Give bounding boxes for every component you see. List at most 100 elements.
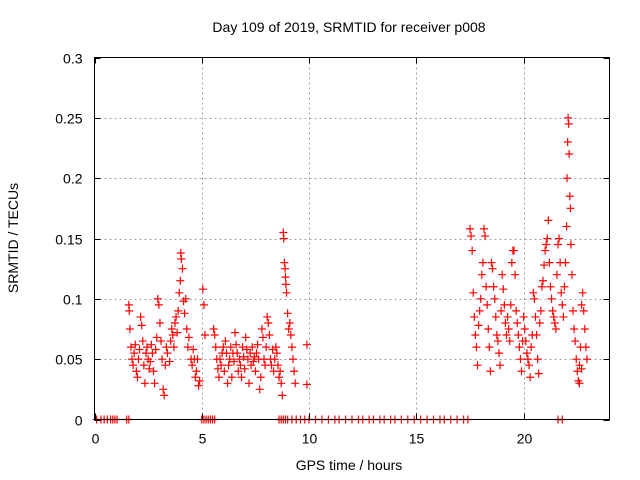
data-point [515,343,524,352]
data-point [285,318,294,327]
data-point [209,325,218,333]
x-tick-label: 10 [302,431,318,447]
chart-title: Day 109 of 2019, SRMTID for receiver p00… [212,19,485,35]
data-point [263,312,272,321]
data-point [191,373,200,382]
axis-ticks: 0 0.05 0.1 0.15 0.2 0.25 0.3 0 5 10 15 20 [55,51,610,447]
data-point [133,373,142,382]
data-point [578,288,587,297]
data-point [201,331,210,340]
data-point [287,343,296,352]
y-tick-label: 0.3 [63,51,83,67]
data-point [169,343,178,352]
data-point [248,343,257,352]
data-point [177,255,186,264]
data-point [178,264,187,273]
data-point [280,258,289,267]
y-tick-label: 0.1 [63,292,83,308]
x-axis-label: GPS time / hours [296,457,403,473]
data-point [162,343,171,352]
data-point [529,288,538,297]
data-point [523,355,532,364]
data-point [496,361,505,370]
data-point [174,306,183,315]
data-point [288,355,297,364]
data-point [136,312,145,321]
data-point [570,325,579,333]
data-point [183,343,192,352]
data-point [541,246,550,255]
data-point [503,312,512,321]
data-point [526,373,535,382]
data-point [132,367,141,376]
data-point [265,331,274,340]
x-tick-label: 0 [92,431,100,447]
x-tick-label: 5 [199,431,207,447]
data-point [189,345,198,354]
data-point [566,204,575,213]
data-point [502,331,511,340]
data-point [167,325,176,333]
data-point [566,240,575,249]
data-point [194,381,203,390]
data-point [559,312,568,321]
plot-frame [94,57,610,420]
data-point [545,258,554,267]
data-point [170,318,179,327]
data-point [243,355,252,364]
data-point [291,379,300,388]
data-point [160,391,169,400]
data-point [223,379,232,388]
data-point [581,343,590,352]
data-point [551,325,560,333]
data-point [139,361,148,370]
data-point [181,294,190,303]
data-point [547,294,556,303]
data-point [140,379,149,388]
data-point [575,379,584,388]
data-point [469,288,478,297]
data-point [279,234,288,243]
data-point [192,367,201,376]
data-point [281,273,290,282]
data-point [236,361,245,370]
data-point [270,355,279,364]
data-point [582,355,591,364]
data-point [257,325,266,333]
data-point [154,300,163,309]
y-tick-label: 0.2 [63,171,83,187]
data-point [521,337,530,346]
data-point [272,349,281,358]
data-point [536,306,545,315]
data-point [234,367,243,376]
data-point [548,306,557,315]
data-point [130,349,139,358]
data-point [283,309,292,318]
data-point [549,312,558,321]
x-tick-label: 20 [517,431,533,447]
data-point [235,355,244,364]
data-point [477,270,486,279]
data-point [505,337,514,346]
data-point [150,379,159,388]
data-point [468,246,477,255]
data-point [146,357,155,366]
data-point [531,312,540,321]
data-point [224,361,233,370]
data-point [562,222,571,231]
data-point [239,352,248,361]
data-point [484,325,493,333]
data-point [497,306,506,315]
data-point [579,306,588,315]
data-point [550,318,559,327]
data-point [149,367,158,376]
data-point [276,367,285,376]
data-point [514,331,523,340]
data-point [475,306,484,315]
data-point [286,331,295,340]
data-point [255,385,264,394]
data-point [491,312,500,321]
data-point [522,349,531,358]
data-point [172,312,181,321]
